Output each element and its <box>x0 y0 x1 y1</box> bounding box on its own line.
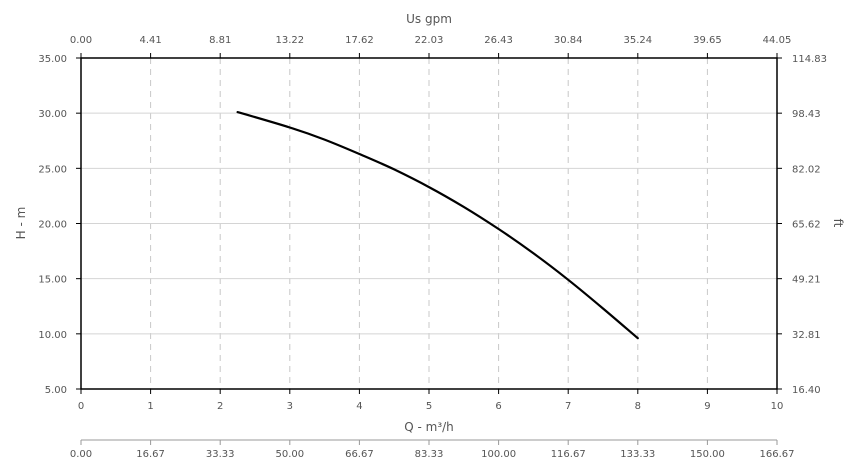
top-tick-label: 0.00 <box>70 35 92 46</box>
secondary-x-tick-label: 116.67 <box>551 449 586 460</box>
top-tick-label: 44.05 <box>763 35 792 46</box>
series-layer <box>236 111 639 340</box>
top-tick-label: 30.84 <box>554 35 583 46</box>
y-tick-label: 30.00 <box>38 109 67 120</box>
right-axis-title: ft <box>831 219 845 228</box>
x-tick-label: 1 <box>147 401 153 412</box>
series-line <box>236 111 639 340</box>
right-tick-label: 98.43 <box>792 109 821 120</box>
secondary-x-tick-label: 33.33 <box>206 449 235 460</box>
top-tick-label: 17.62 <box>345 35 374 46</box>
grid-lines <box>81 58 777 389</box>
secondary-x-tick-label: 150.00 <box>690 449 725 460</box>
y-tick-label: 20.00 <box>38 220 67 231</box>
y-tick-label: 10.00 <box>38 330 67 341</box>
x-tick-label: 2 <box>217 401 223 412</box>
right-tick-label: 49.21 <box>792 275 821 286</box>
top-tick-label: 35.24 <box>623 35 652 46</box>
secondary-x-tick-label: 100.00 <box>481 449 516 460</box>
secondary-axis-ticks: 0.00 16.67 33.33 50.00 66.67 83.33 100.00 116.6… <box>70 440 795 460</box>
y-axis-title: H - m <box>14 207 28 240</box>
x-tick-label: 0 <box>78 401 84 412</box>
right-tick-label: 114.83 <box>792 54 827 65</box>
y-tick-label: 15.00 <box>38 275 67 286</box>
right-tick-label: 32.81 <box>792 330 821 341</box>
x-tick-label: 4 <box>356 401 362 412</box>
top-tick-label: 8.81 <box>209 35 231 46</box>
secondary-x-tick-label: 66.67 <box>345 449 374 460</box>
secondary-x-tick-label: 166.67 <box>760 449 795 460</box>
y-tick-label: 35.00 <box>38 54 67 65</box>
axis-ticks: 0 0.00 1 4.41 2 8.81 3 13.22 4 17.62 5 22.03 6 26.43 7… <box>38 35 827 412</box>
secondary-x-tick-label: 133.33 <box>620 449 655 460</box>
top-axis-title: Us gpm <box>406 12 452 26</box>
x-tick-label: 5 <box>426 401 432 412</box>
top-tick-label: 4.41 <box>139 35 161 46</box>
right-tick-label: 82.02 <box>792 164 821 175</box>
x-tick-label: 7 <box>565 401 571 412</box>
right-tick-label: 16.40 <box>792 385 821 396</box>
top-tick-label: 26.43 <box>484 35 513 46</box>
x-tick-label: 10 <box>771 401 784 412</box>
top-tick-label: 22.03 <box>415 35 444 46</box>
top-tick-label: 39.65 <box>693 35 722 46</box>
x-tick-label: 8 <box>635 401 641 412</box>
y-tick-label: 5.00 <box>45 385 67 396</box>
x-axis-title: Q - m³/h <box>404 420 454 434</box>
right-tick-label: 65.62 <box>792 220 821 231</box>
secondary-x-tick-label: 16.67 <box>136 449 165 460</box>
x-tick-label: 6 <box>495 401 501 412</box>
y-tick-label: 25.00 <box>38 164 67 175</box>
secondary-x-tick-label: 83.33 <box>415 449 444 460</box>
secondary-x-tick-label: 0.00 <box>70 449 92 460</box>
x-tick-label: 9 <box>704 401 710 412</box>
x-tick-label: 3 <box>287 401 293 412</box>
secondary-x-tick-label: 50.00 <box>275 449 304 460</box>
top-tick-label: 13.22 <box>275 35 304 46</box>
